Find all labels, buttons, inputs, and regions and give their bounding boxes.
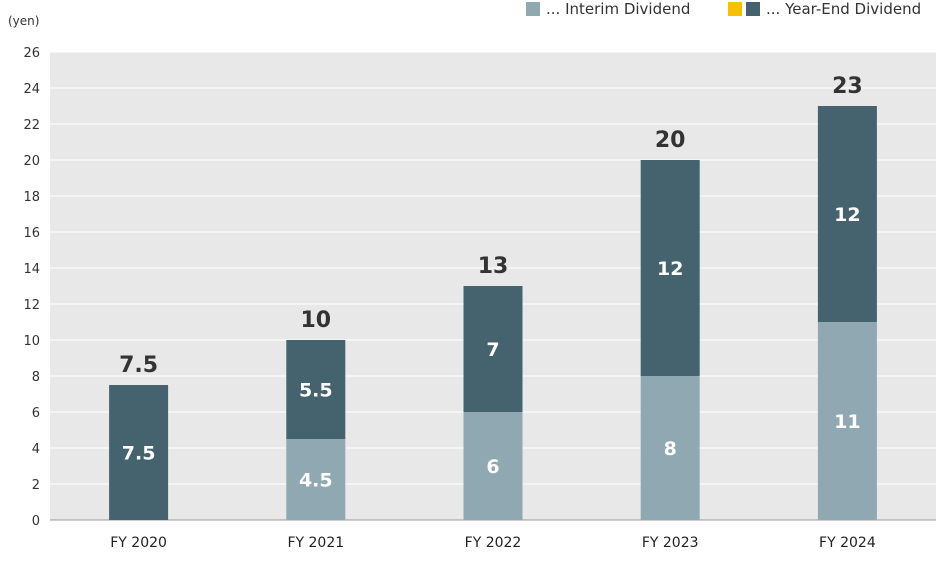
legend-interim: ... Interim Dividend <box>526 0 690 18</box>
bar-segment-interim <box>817 322 877 520</box>
y-tick-label: 22 <box>23 118 40 133</box>
y-tick-label: 16 <box>23 226 40 241</box>
bar-total-label: 7.5 <box>119 353 158 378</box>
bar-label-yearend: 12 <box>657 258 683 280</box>
x-tick-label: FY 2023 <box>642 535 699 551</box>
bar-total-label: 10 <box>300 308 331 333</box>
y-tick-label: 24 <box>23 82 40 97</box>
bar-label-interim: 6 <box>486 456 499 478</box>
bar-label-interim: 8 <box>664 438 677 460</box>
bar-label-yearend: 12 <box>834 204 860 226</box>
y-tick-label: 2 <box>32 478 40 493</box>
bar-segment-yearend <box>463 286 523 412</box>
bar-label-interim: 4.5 <box>299 470 333 492</box>
y-tick-label: 18 <box>23 190 40 205</box>
bar-label-yearend: 7.5 <box>122 443 156 465</box>
bar-segment-yearend <box>286 340 346 439</box>
y-tick-label: 8 <box>32 370 40 385</box>
bar-total-label: 23 <box>832 74 863 99</box>
y-tick-label: 4 <box>32 442 40 457</box>
legend-label-interim: ... Interim Dividend <box>546 0 691 18</box>
legend-swatch-interim <box>526 2 540 16</box>
y-tick-label: 10 <box>23 334 40 349</box>
bar-segment-interim <box>640 376 700 520</box>
y-tick-label: 20 <box>23 154 40 169</box>
legend-swatch-yearend-yellow <box>728 2 742 16</box>
bar-segment-interim <box>286 439 346 520</box>
y-tick-label: 26 <box>23 46 40 61</box>
bar-segment-yearend <box>640 160 700 376</box>
bar-total-label: 20 <box>655 128 686 153</box>
y-tick-label: 12 <box>23 298 40 313</box>
y-tick-label: 14 <box>23 262 40 277</box>
bar-segment-yearend <box>109 385 169 520</box>
legend-label-yearend: ... Year-End Dividend <box>766 0 922 18</box>
x-tick-label: FY 2022 <box>465 535 522 551</box>
bar-segment-interim <box>463 412 523 520</box>
legend-yearend: ... Year-End Dividend <box>728 0 921 18</box>
bar-label-yearend: 7 <box>486 339 499 361</box>
y-tick-label: 0 <box>32 514 40 529</box>
y-tick-label: 6 <box>32 406 40 421</box>
x-tick-label: FY 2020 <box>110 535 167 551</box>
bar-label-interim: 11 <box>834 411 860 433</box>
y-axis-unit-label: (yen) <box>8 14 40 28</box>
x-tick-label: FY 2024 <box>819 535 876 551</box>
bar-total-label: 13 <box>478 254 509 279</box>
x-tick-label: FY 2021 <box>287 535 344 551</box>
bar-segment-yearend <box>817 106 877 322</box>
legend-swatch-yearend <box>746 2 760 16</box>
bar-label-yearend: 5.5 <box>299 380 333 402</box>
